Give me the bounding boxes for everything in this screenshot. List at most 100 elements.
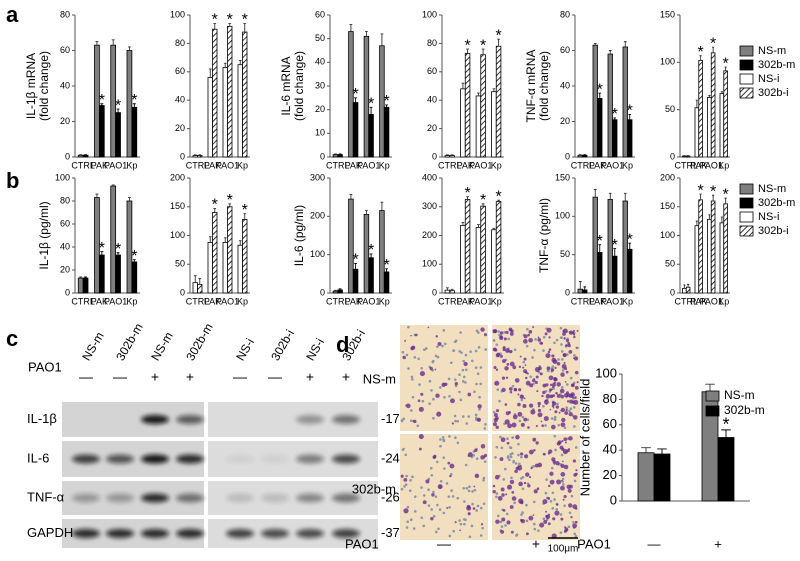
migrated-cell	[546, 327, 552, 333]
treatment-mark: —	[233, 369, 247, 385]
pore	[400, 487, 404, 491]
pore	[508, 446, 512, 449]
bar	[723, 70, 728, 158]
x-tick-label: PAO1	[700, 296, 723, 306]
bar	[110, 185, 117, 294]
pore	[496, 514, 500, 518]
migrated-cell	[504, 366, 509, 371]
migrated-cell	[568, 503, 573, 508]
error-bar	[708, 95, 711, 98]
pore	[470, 524, 474, 528]
migrated-cell	[547, 513, 551, 516]
migrated-cell	[427, 326, 430, 329]
migrated-cell	[425, 479, 430, 484]
y-tick-label: 50	[665, 104, 675, 114]
migrated-cell	[525, 532, 529, 536]
pore	[468, 535, 472, 539]
significance-star: *	[352, 252, 358, 269]
legend-swatch	[739, 59, 754, 71]
x-tick-label: PAK	[457, 296, 474, 306]
migrated-cell	[523, 481, 527, 485]
migrated-cell	[492, 422, 497, 427]
bar	[685, 286, 691, 294]
migrated-cell	[435, 335, 438, 338]
pore	[494, 455, 497, 459]
pore	[405, 526, 409, 529]
significance-star: *	[131, 92, 137, 109]
pore	[482, 478, 485, 482]
pore	[420, 516, 424, 520]
bar	[592, 44, 598, 158]
migrated-cell	[565, 408, 568, 412]
legend-swatch	[739, 225, 754, 237]
migrated-cell	[501, 517, 506, 522]
migrated-cell	[564, 381, 567, 383]
migrated-cell	[430, 516, 434, 521]
pore	[482, 502, 486, 506]
pore	[521, 415, 525, 419]
pore	[505, 512, 509, 516]
bar	[475, 95, 482, 158]
migrated-cell	[449, 463, 455, 469]
bar	[332, 154, 339, 158]
error-bar	[334, 289, 337, 292]
pore	[507, 458, 511, 462]
pore	[567, 525, 571, 529]
bar	[383, 106, 390, 158]
pore	[418, 383, 421, 386]
bar	[115, 254, 121, 294]
pore	[416, 424, 420, 428]
pore	[565, 406, 569, 409]
y-tick-label: 400	[422, 172, 437, 182]
pore	[520, 513, 523, 516]
pore	[475, 382, 478, 386]
migrated-cell	[545, 383, 549, 387]
migrated-cell	[511, 496, 517, 501]
bar	[242, 218, 248, 294]
bar	[627, 119, 633, 158]
pore	[427, 488, 430, 492]
y-axis-label: (fold change)	[292, 51, 306, 121]
y-tick-label: 200	[170, 172, 185, 182]
x-tick-label: Kp	[237, 296, 248, 306]
legend-swatch	[739, 45, 754, 57]
x-tick-label: PAK	[204, 160, 221, 170]
pore	[451, 495, 455, 498]
x-tick-label: CTRL	[326, 296, 350, 306]
pore	[420, 486, 423, 489]
migrated-cell	[561, 440, 564, 443]
y-tick-label: 20	[175, 123, 185, 133]
error-bar	[79, 154, 83, 156]
migrated-cell	[562, 498, 565, 501]
pore	[464, 518, 467, 522]
x-tick-label: PAO1	[700, 160, 723, 170]
pore	[509, 455, 513, 459]
pore	[559, 513, 563, 516]
migrated-cell	[506, 520, 511, 525]
y-axis-label: IL-1β (pg/ml)	[37, 201, 51, 269]
blot-band	[296, 415, 324, 424]
treatment-label: PAO1	[345, 536, 379, 551]
y-axis-label: (fold change)	[537, 51, 551, 121]
migrated-cell	[556, 479, 562, 485]
migrated-cell	[545, 353, 551, 359]
y-axis-label: TNF-α mRNA	[524, 50, 538, 123]
pore	[542, 517, 546, 521]
bar	[197, 283, 203, 294]
error-bar	[385, 104, 388, 108]
migrated-cell	[466, 505, 472, 511]
pore	[503, 331, 506, 334]
panel-label: a	[6, 2, 19, 27]
error-bar	[132, 259, 136, 262]
significance-star: *	[368, 242, 374, 259]
pore	[472, 454, 475, 457]
mw-marker: -26	[381, 489, 400, 504]
pore	[436, 355, 440, 359]
y-tick-label: 50	[560, 249, 570, 259]
pore	[526, 418, 530, 421]
pore	[553, 418, 557, 421]
significance-star: *	[383, 257, 389, 274]
legend-label: 302b-i	[758, 87, 789, 99]
migrated-cell	[537, 337, 542, 342]
migrated-cell	[404, 339, 407, 342]
